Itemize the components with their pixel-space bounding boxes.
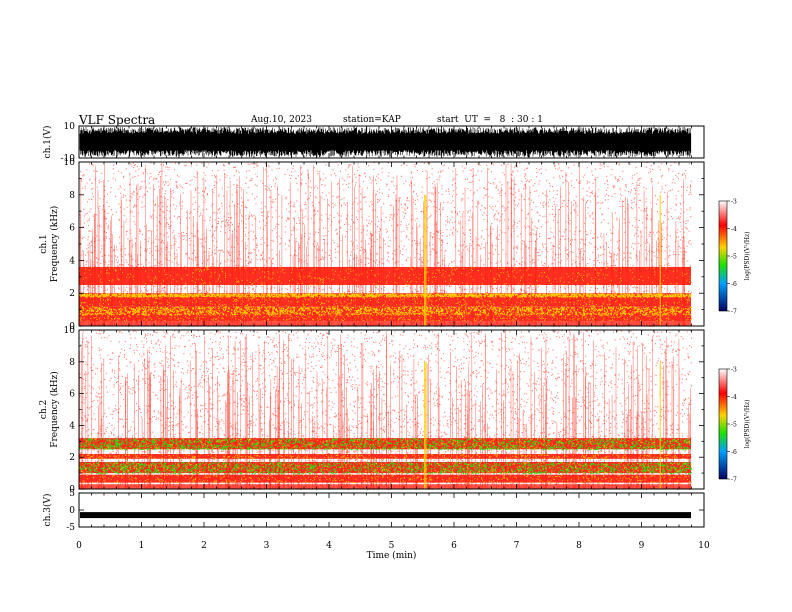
y-tick-label: 0: [69, 485, 75, 495]
x-tick-label: 0: [76, 541, 82, 551]
colorbar-label: log(PSD)(V²/Hz): [744, 400, 751, 449]
x-axis-label: Time (min): [367, 550, 417, 561]
y-axis-label-line: ch.1(V): [42, 126, 53, 159]
spectrogram-band-highlights: [79, 267, 692, 286]
spectrogram-low-strip: [79, 321, 691, 326]
spectrogram-band-highlights: [79, 306, 692, 316]
y-tick-label: 6: [69, 224, 75, 234]
spectrogram-band-texture: [79, 306, 693, 316]
colorbar-tick-label: -4: [731, 394, 737, 401]
ch1-waveform-trace: [79, 127, 692, 157]
x-tick-label: 1: [139, 541, 145, 551]
y-axis-label: ch.2Frequency (kHz): [39, 371, 60, 448]
y-tick-label: 10: [64, 122, 76, 132]
y-axis-label-line: Frequency (kHz): [49, 206, 60, 283]
y-tick-label: 0: [69, 322, 75, 332]
spectrogram-band-texture: [79, 293, 692, 298]
y-tick-label: 0: [69, 506, 75, 516]
y-tick-label: -5: [66, 523, 75, 533]
spectrogram-band-highlights: [79, 293, 690, 298]
y-axis-label-line: ch.3(V): [42, 494, 53, 527]
y-tick-label: 4: [69, 256, 75, 266]
plot-title: VLF Spectra: [79, 113, 156, 127]
spectrogram-speckle: [79, 162, 693, 328]
x-tick-label: 3: [264, 541, 270, 551]
spectrogram-band: [79, 454, 691, 459]
colorbar-tick-label: -3: [731, 199, 737, 206]
ch1-spectrogram-panel: 10 8 6 4 2 0 ch.1Frequency (kHz): [39, 158, 705, 332]
colorbar-tick-label: -7: [731, 477, 737, 484]
spectrogram-band-highlights: [80, 454, 690, 460]
station-label: station=KAP: [343, 115, 401, 125]
spectrogram-band-texture: [79, 438, 691, 451]
x-tick-label: 9: [639, 541, 645, 551]
spectrogram-band-highlights: [79, 462, 692, 475]
ch1-colorbar: -3 -4 -5 -6 -7 log(PSD)(V²/Hz): [718, 199, 751, 316]
ch2-colorbar: -3 -4 -5 -6 -7 log(PSD)(V²/Hz): [718, 367, 751, 484]
y-axis-label-line: Frequency (kHz): [49, 371, 60, 448]
colorbar-gradient: [718, 368, 728, 480]
ch3-waveform-panel: 5 0 -5 ch.3(V): [42, 489, 705, 533]
y-tick-label: 6: [69, 390, 75, 400]
x-tick-label: 5: [389, 541, 395, 551]
ch1-waveform-panel: 10 -10 ch.1(V): [42, 122, 705, 164]
colorbar-tick-label: -3: [731, 367, 737, 374]
colorbar-tick-label: -6: [731, 449, 737, 456]
spectrogram-band-highlights: [79, 314, 692, 322]
spectrogram-band: [79, 438, 691, 450]
colorbar-gradient: [718, 200, 728, 312]
spectrogram-band: [79, 314, 691, 322]
y-tick-label: 10: [64, 326, 76, 336]
y-tick-label: 2: [69, 289, 75, 299]
y-tick-label: 4: [69, 421, 75, 431]
y-axis-label: ch.1Frequency (kHz): [39, 206, 60, 283]
colorbar-tick-label: -6: [731, 281, 737, 288]
x-tick-label: 7: [514, 541, 520, 551]
spectrogram-speckle: [79, 330, 693, 491]
y-tick-label: 8: [69, 358, 75, 368]
spectrogram-band: [79, 293, 691, 297]
y-tick-label: 2: [69, 453, 75, 463]
spectrogram-band: [79, 296, 691, 307]
start-time-label: start UT = 8 : 30 : 1: [437, 115, 543, 125]
y-tick-label: 5: [69, 489, 75, 499]
y-axis-label-line: ch.2: [39, 400, 49, 419]
spectrogram-band: [79, 461, 691, 474]
ch2-spectrogram-panel: 10 8 6 4 2 0 ch.2Frequency (kHz): [39, 326, 705, 495]
x-tick-label: 4: [326, 541, 332, 551]
y-tick-label: 10: [64, 158, 76, 168]
spectrogram-band-highlights: [81, 474, 691, 484]
y-tick-label: 8: [69, 191, 75, 201]
x-tick-label: 2: [201, 541, 207, 551]
y-tick-label: -10: [61, 154, 76, 164]
y-axis-label-line: ch.1: [39, 234, 49, 253]
colorbar-tick-label: -4: [731, 226, 737, 233]
colorbar-tick-label: -5: [731, 254, 737, 261]
y-axis-label: ch.3(V): [42, 494, 53, 527]
y-axis-label: ch.1(V): [42, 126, 53, 159]
time-axis: 0 1 2 3 4 5 6 7 8 9 10 Time (min): [76, 541, 710, 561]
colorbar-tick-label: -7: [731, 309, 737, 316]
date-label: Aug.10, 2023: [251, 115, 312, 125]
spectrogram-low-strip: [79, 484, 691, 489]
x-tick-label: 6: [451, 541, 457, 551]
ch3-waveform-trace: [80, 512, 691, 519]
x-tick-label: 8: [576, 541, 582, 551]
x-tick-label: 10: [698, 541, 710, 551]
spectrogram-band: [79, 474, 691, 483]
spectrogram-band: [79, 266, 691, 285]
colorbar-label: log(PSD)(V²/Hz): [744, 232, 751, 281]
colorbar-tick-label: -5: [731, 422, 737, 429]
panel-frame: [78, 492, 705, 528]
